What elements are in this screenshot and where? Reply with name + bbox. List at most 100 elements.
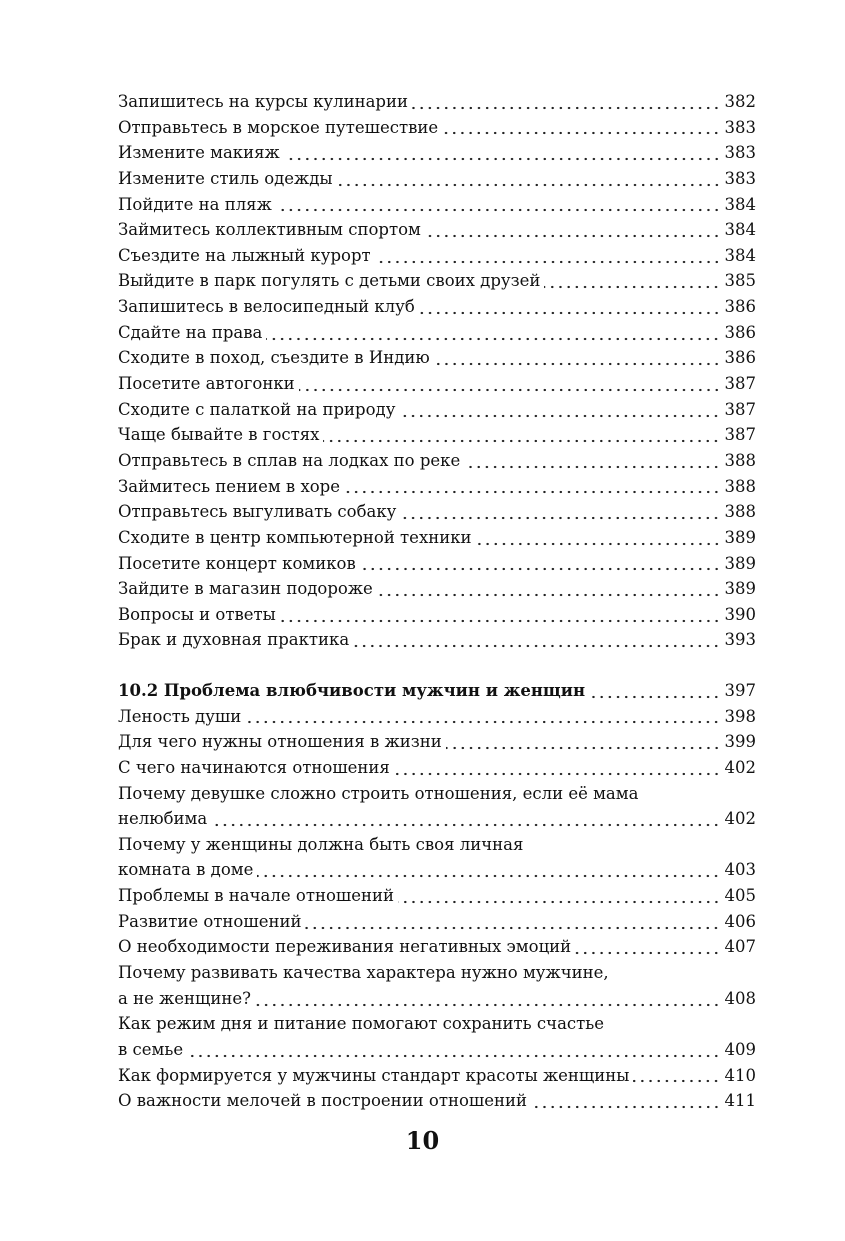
toc-entry[interactable]: Сходите в поход, съездите в Индию 386: [118, 345, 756, 371]
toc-entry-line[interactable]: Почему девушке сложно строить отношения,…: [118, 781, 756, 807]
entry-page: 390: [724, 604, 757, 624]
entry-page: 389: [724, 579, 757, 599]
entry-title: Запишитесь в велосипедный клуб: [118, 297, 415, 317]
toc-entry[interactable]: Как формируется у мужчины стандарт красо…: [118, 1063, 756, 1089]
toc-entry[interactable]: Отправьтесь в морское путешествие 383: [118, 115, 756, 141]
toc-entry[interactable]: Развитие отношений 406: [118, 909, 756, 935]
dot-leader: [279, 618, 721, 623]
entry-title: Как режим дня и питание помогают сохрани…: [118, 1014, 605, 1034]
entry-title: нелюбима: [118, 809, 208, 829]
toc-entry[interactable]: Съездите на лыжный курорт 384: [118, 243, 756, 269]
entry-page: 388: [724, 476, 757, 496]
toc-entry[interactable]: Запишитесь в велосипедный клуб 386: [118, 294, 756, 320]
entry-title: Отправьтесь в морское путешествие: [118, 117, 439, 137]
dot-leader: [336, 182, 721, 187]
toc-entry[interactable]: Сдайте на права 386: [118, 320, 756, 346]
dot-leader: [254, 1002, 721, 1007]
entry-title: Посетите автогонки: [118, 374, 295, 394]
dot-leader: [633, 1079, 721, 1084]
toc-entry[interactable]: Чаще бывайте в гостях 387: [118, 422, 756, 448]
toc-section-2: 10.2 Проблема влюбчивости мужчин и женщи…: [118, 678, 756, 1114]
toc-entry-line[interactable]: Как режим дня и питание помогают сохрани…: [118, 1011, 756, 1037]
toc-entry[interactable]: Займитесь пением в хоре 388: [118, 474, 756, 500]
toc-entry[interactable]: О важности мелочей в построении отношени…: [118, 1088, 756, 1114]
entry-title: а не женщине?: [118, 988, 251, 1008]
entry-page: 385: [724, 271, 757, 291]
toc-entry-line[interactable]: Почему у женщины должна быть своя личная: [118, 832, 756, 858]
entry-title: Измените макияж: [118, 143, 280, 163]
entry-page: 389: [724, 553, 757, 573]
dot-leader: [298, 387, 721, 392]
toc-entry[interactable]: С чего начинаются отношения 402: [118, 755, 756, 781]
dot-leader: [397, 899, 721, 904]
toc-entry[interactable]: Займитесь коллективным спортом 384: [118, 217, 756, 243]
toc-entry[interactable]: О необходимости переживания негативных э…: [118, 934, 756, 960]
dot-leader: [305, 925, 721, 930]
dot-leader: [530, 1105, 721, 1110]
entry-page: 403: [724, 860, 757, 880]
entry-title: Почему девушке сложно строить отношения,…: [118, 783, 639, 803]
entry-page: 389: [724, 527, 757, 547]
dot-leader: [344, 490, 721, 495]
toc-entry[interactable]: Брак и духовная практика 393: [118, 627, 756, 653]
entry-page: 410: [724, 1065, 757, 1085]
entry-page: 383: [724, 117, 757, 137]
entry-page: 384: [724, 245, 757, 265]
toc-entry[interactable]: Зайдите в магазин подороже 389: [118, 576, 756, 602]
toc-entry[interactable]: Отправьтесь выгуливать собаку 388: [118, 499, 756, 525]
entry-title: Отправьтесь в сплав на лодках по реке: [118, 450, 461, 470]
toc-entry[interactable]: Посетите автогонки 387: [118, 371, 756, 397]
toc-entry[interactable]: Пойдите на пляж 384: [118, 192, 756, 218]
entry-title: Измените стиль одежды: [118, 168, 333, 188]
toc-entry[interactable]: Посетите концерт комиков 389: [118, 551, 756, 577]
entry-page: 398: [724, 706, 757, 726]
entry-page: 402: [724, 809, 757, 829]
dot-leader: [445, 746, 721, 751]
toc-entry[interactable]: Измените макияж 383: [118, 140, 756, 166]
entry-title: в семье: [118, 1039, 184, 1059]
toc-entry[interactable]: в семье 409: [118, 1037, 756, 1063]
toc-entry[interactable]: Выйдите в парк погулять с детьми своих д…: [118, 268, 756, 294]
toc-entry-line[interactable]: Почему развивать качества характера нужн…: [118, 960, 756, 986]
entry-page: 382: [724, 92, 757, 111]
entry-page: 406: [724, 911, 757, 931]
toc-entry[interactable]: а не женщине? 408: [118, 986, 756, 1012]
toc-entry[interactable]: комната в доме 403: [118, 857, 756, 883]
entry-page: 386: [724, 322, 757, 342]
toc-entry[interactable]: Для чего нужны отношения в жизни 399: [118, 729, 756, 755]
toc-entry[interactable]: Сходите с палаткой на природу 387: [118, 397, 756, 423]
dot-leader: [411, 105, 721, 110]
dot-leader: [266, 336, 721, 341]
entry-page: 399: [724, 732, 757, 752]
dot-leader: [400, 516, 721, 521]
entry-title: Займитесь пением в хоре: [118, 476, 341, 496]
toc-entry[interactable]: Измените стиль одежды 383: [118, 166, 756, 192]
entry-title: Для чего нужны отношения в жизни: [118, 732, 442, 752]
section-heading[interactable]: 10.2 Проблема влюбчивости мужчин и женщи…: [118, 678, 756, 704]
entry-title: Вопросы и ответы: [118, 604, 276, 624]
entry-title: Сходите в поход, съездите в Индию: [118, 348, 430, 368]
entry-page: 387: [724, 374, 757, 394]
entry-title: Брак и духовная практика: [118, 630, 350, 650]
entry-page: 384: [724, 220, 757, 240]
entry-page: 407: [724, 937, 757, 957]
toc-entry[interactable]: Проблемы в начале отношений 405: [118, 883, 756, 909]
dot-leader: [433, 362, 721, 367]
entry-title: комната в доме: [118, 860, 254, 880]
entry-page: 384: [724, 194, 757, 214]
toc-entry[interactable]: Запишитесь на курсы кулинарии 382: [118, 89, 756, 115]
toc-entry[interactable]: Леность души 398: [118, 704, 756, 730]
dot-leader: [475, 541, 721, 546]
entry-page: 387: [724, 425, 757, 445]
toc-entry[interactable]: Сходите в центр компьютерной техники 389: [118, 525, 756, 551]
entry-title: Съездите на лыжный курорт: [118, 245, 371, 265]
dot-leader: [283, 157, 721, 162]
toc-entry[interactable]: Вопросы и ответы 390: [118, 602, 756, 628]
entry-page: 397: [724, 681, 757, 700]
toc-entry[interactable]: Отправьтесь в сплав на лодках по реке 388: [118, 448, 756, 474]
dot-leader: [575, 951, 721, 956]
toc-entry[interactable]: нелюбима 402: [118, 806, 756, 832]
entry-title: Леность души: [118, 706, 242, 726]
dot-leader: [353, 644, 721, 649]
dot-leader: [245, 720, 721, 725]
